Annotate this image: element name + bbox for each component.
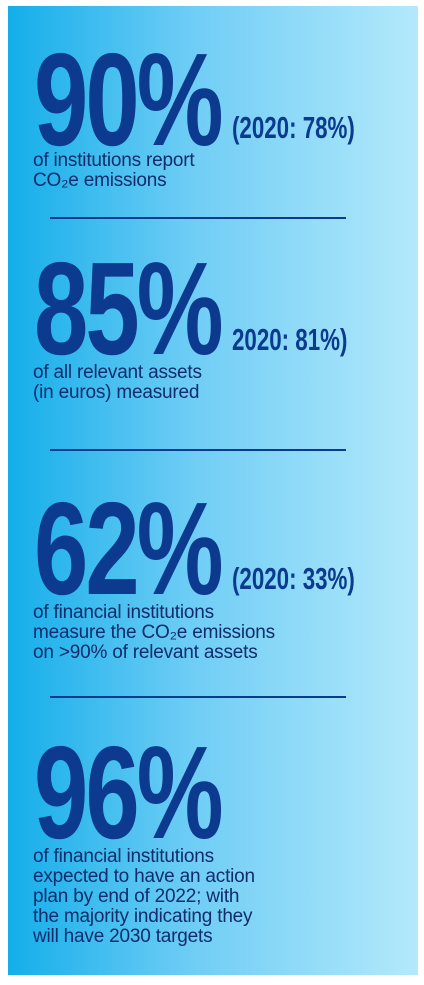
divider (50, 217, 346, 219)
stat-value: 85% (34, 235, 224, 382)
divider (50, 696, 346, 698)
stat-description: the majority indicating they (33, 906, 253, 927)
stat-description: plan by end of 2022; with (33, 886, 240, 907)
stat-value: 62% (34, 475, 224, 622)
stat-description: of institutions report (33, 150, 195, 171)
stat-description: expected to have an action (33, 866, 255, 887)
stat-description: will have 2030 targets (33, 926, 213, 947)
stat-comparison: (2020: 33%) (232, 561, 355, 596)
stat-description: of financial institutions (33, 602, 214, 623)
stat-description: measure the CO₂e emissions (33, 622, 275, 643)
stat-description: (in euros) measured (33, 382, 200, 403)
infographic-panel: 90% (2020: 78%) of institutions report CO₂e… (8, 6, 418, 975)
stat-value: 90% (34, 26, 224, 173)
stat-description: CO₂e emissions (33, 170, 167, 191)
stat-value: 96% (34, 719, 224, 866)
stat-description: on >90% of relevant assets (33, 642, 258, 663)
stat-description: of financial institutions (33, 846, 214, 867)
stat-description: of all relevant assets (33, 362, 202, 383)
stat-comparison: 2020: 81%) (232, 322, 348, 357)
stat-comparison: (2020: 78%) (232, 110, 355, 145)
divider (50, 449, 346, 451)
